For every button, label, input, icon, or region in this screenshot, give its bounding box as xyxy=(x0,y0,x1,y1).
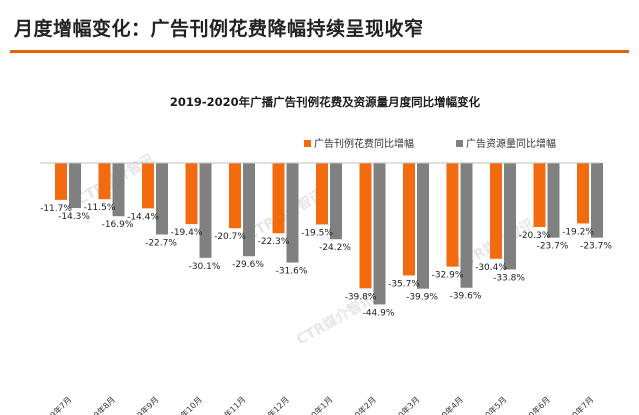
bar-resource-7 xyxy=(373,163,386,305)
data-label-resource-2: -22.7% xyxy=(145,239,177,249)
bar-resource-8 xyxy=(417,163,429,289)
bar-resource-12 xyxy=(591,163,603,238)
data-label-spend-7: -39.8% xyxy=(345,292,377,302)
data-label-resource-6: -24.2% xyxy=(319,243,351,253)
legend: 广告刊例花费同比增幅 广告资源量同比增幅 xyxy=(304,137,556,150)
data-label-spend-8: -35.7% xyxy=(388,279,420,289)
x-tick-label-7: 2020年2月 xyxy=(342,394,378,415)
x-tick-label-9: 2020年4月 xyxy=(429,394,465,415)
data-label-resource-4: -29.6% xyxy=(232,260,264,270)
x-tick-label-2: 2019年9月 xyxy=(124,394,160,415)
bar-spend-11 xyxy=(533,163,546,227)
bar-spend-0 xyxy=(55,163,67,200)
data-label-spend-10: -30.4% xyxy=(475,263,507,273)
bar-spend-9 xyxy=(446,163,459,267)
data-label-resource-7: -44.9% xyxy=(363,308,395,318)
data-label-spend-6: -19.5% xyxy=(301,228,333,238)
data-label-resource-5: -31.6% xyxy=(276,267,308,277)
bar-resource-5 xyxy=(286,163,299,263)
bar-spend-4 xyxy=(229,163,241,229)
data-label-spend-11: -20.3% xyxy=(519,231,551,241)
bar-spend-8 xyxy=(403,163,415,276)
bar-spend-1 xyxy=(98,163,111,200)
legend-label-series-2: 广告资源量同比增幅 xyxy=(466,137,556,150)
bar-resource-4 xyxy=(243,163,255,257)
data-labels-group: -11.7%-14.3%-11.5%-16.9%-14.4%-22.7%-19.… xyxy=(40,203,612,318)
x-tick-label-11: 2020年6月 xyxy=(516,394,552,415)
data-label-resource-0: -14.3% xyxy=(58,212,90,222)
bars-group xyxy=(55,163,603,305)
x-tick-labels-group: 2019年7月 2019年8月 2019年9月 2019年10月 2019年11月 201… xyxy=(37,394,595,415)
bar-resource-0 xyxy=(69,163,81,209)
legend-swatch-series-1 xyxy=(304,140,311,147)
bar-resource-3 xyxy=(199,163,212,258)
chart-title: 2019-2020年广播广告刊例花费及资源量月度同比增幅变化 xyxy=(170,95,481,109)
data-label-spend-1: -11.5% xyxy=(84,203,116,213)
x-tick-label-0: 2019年7月 xyxy=(37,394,73,415)
data-label-resource-3: -30.1% xyxy=(189,262,221,272)
bar-spend-7 xyxy=(359,163,372,289)
x-tick-label-3: 2019年10月 xyxy=(164,394,204,415)
data-label-resource-12: -23.7% xyxy=(580,242,612,252)
x-tick-label-4: 2019年11月 xyxy=(207,394,247,415)
bar-resource-10 xyxy=(504,163,516,270)
data-label-spend-2: -14.4% xyxy=(127,212,159,222)
data-label-resource-11: -23.7% xyxy=(537,242,569,252)
bar-resource-1 xyxy=(112,163,125,217)
bar-spend-2 xyxy=(142,163,154,209)
bar-resource-11 xyxy=(547,163,560,238)
data-label-spend-12: -19.2% xyxy=(562,227,594,237)
x-tick-label-1: 2019年8月 xyxy=(81,394,117,415)
legend-swatch-series-2 xyxy=(456,140,463,147)
data-label-resource-8: -39.9% xyxy=(406,293,438,303)
bar-spend-3 xyxy=(185,163,198,225)
title-rule xyxy=(10,50,629,53)
data-label-spend-5: -22.3% xyxy=(258,237,290,247)
x-tick-label-5: 2019年12月 xyxy=(251,394,291,415)
legend-label-series-1: 广告刊例花费同比增幅 xyxy=(314,137,414,150)
bar-spend-10 xyxy=(490,163,502,259)
bar-spend-6 xyxy=(316,163,328,225)
slide-title: 月度增幅变化：广告刊例花费降幅持续呈现收窄 xyxy=(14,18,424,40)
data-label-spend-0: -11.7% xyxy=(40,204,72,214)
data-label-spend-4: -20.7% xyxy=(214,232,246,242)
bar-resource-6 xyxy=(330,163,342,240)
data-label-resource-1: -16.9% xyxy=(102,220,134,230)
data-label-spend-3: -19.4% xyxy=(171,228,203,238)
x-tick-label-12: 2020年7月 xyxy=(559,394,595,415)
x-tick-label-10: 2020年5月 xyxy=(472,394,508,415)
data-label-resource-9: -39.6% xyxy=(450,292,482,302)
x-tick-label-6: 2020年1月 xyxy=(298,394,334,415)
x-tick-label-8: 2020年3月 xyxy=(385,394,421,415)
bar-spend-5 xyxy=(272,163,285,234)
data-label-spend-9: -32.9% xyxy=(432,271,464,281)
bar-resource-9 xyxy=(460,163,473,288)
data-label-resource-10: -33.8% xyxy=(493,273,525,283)
bar-spend-12 xyxy=(577,163,589,224)
bar-resource-2 xyxy=(156,163,168,235)
